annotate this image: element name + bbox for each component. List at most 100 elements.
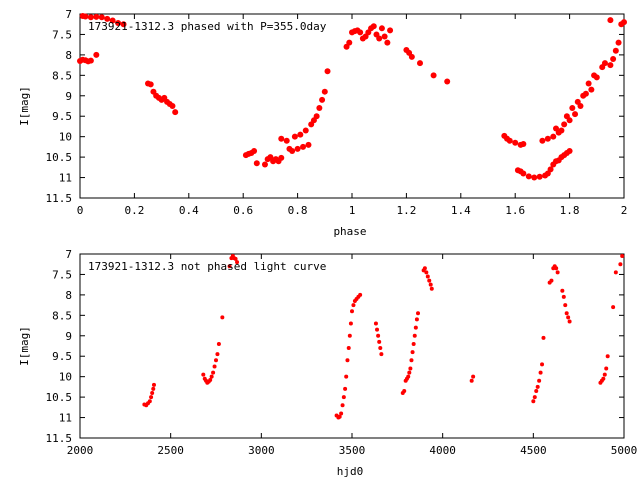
phased-data-point — [321, 88, 328, 95]
unphased-data-point — [344, 374, 349, 379]
phased-data-point — [547, 166, 554, 173]
phased-data-point — [520, 170, 527, 177]
phased-data-point — [87, 57, 94, 64]
unphased-data-point — [566, 315, 571, 320]
phased-data-point — [601, 60, 608, 67]
unphased-y-tick-label: 9.5 — [52, 350, 72, 363]
unphased-data-point — [379, 352, 384, 357]
unphased-data-point — [567, 319, 572, 324]
phased-panel: 0 0.2 0.4 0.6 0.8 1 1.2 1.4 1.6 1.8 2 7 7.5 8 8.5 9 9.5 1… — [18, 8, 627, 238]
phased-data-points — [77, 13, 627, 181]
unphased-data-point — [407, 370, 412, 375]
unphased-data-point — [209, 374, 214, 379]
unphased-data-point — [406, 374, 411, 379]
unphased-data-point — [601, 376, 606, 381]
unphased-x-tick-label: 2000 — [67, 444, 94, 457]
phased-data-point — [278, 135, 285, 142]
unphased-data-point — [563, 303, 568, 308]
phased-data-point — [566, 147, 573, 154]
unphased-data-point — [350, 309, 354, 314]
unphased-ticks: 2000 2500 3000 3500 4000 4500 5000 7 7.5 8 8.5 9 9.5… — [46, 248, 638, 457]
unphased-data-point — [560, 288, 565, 293]
phased-y-axis-label: I[mag] — [18, 86, 31, 126]
phased-data-point — [93, 13, 100, 20]
unphased-data-point — [233, 256, 238, 261]
phased-title: 173921-1312.3 phased with P=355.0day — [88, 20, 327, 33]
unphased-data-point — [212, 364, 217, 369]
phased-data-point — [87, 14, 94, 21]
unphased-data-point — [537, 378, 542, 383]
unphased-data-point — [564, 311, 569, 316]
unphased-data-point — [151, 386, 156, 391]
unphased-data-point — [427, 278, 432, 283]
phased-y-tick-label: 10 — [59, 131, 72, 144]
phased-data-point — [346, 39, 353, 46]
phased-data-point — [172, 109, 179, 116]
phased-data-point — [444, 78, 451, 85]
phased-x-tick-label: 0.4 — [179, 204, 199, 217]
unphased-data-point — [541, 335, 546, 340]
unphased-data-point — [540, 362, 545, 367]
unphased-data-point — [535, 384, 540, 389]
phased-x-tick-label: 1.2 — [396, 204, 416, 217]
phased-data-point — [376, 35, 383, 42]
phased-data-point — [585, 80, 592, 87]
unphased-data-point — [554, 266, 559, 271]
phased-data-point — [147, 81, 154, 88]
unphased-x-tick-label: 2500 — [157, 444, 184, 457]
phased-data-point — [408, 53, 415, 60]
phased-data-point — [572, 111, 579, 118]
phased-data-point — [525, 173, 532, 180]
unphased-data-point — [348, 321, 353, 326]
phased-data-point — [506, 137, 513, 144]
unphased-data-point — [214, 358, 218, 363]
unphased-data-point — [373, 321, 378, 326]
unphased-data-point — [555, 270, 560, 275]
phased-x-tick-label: 0.2 — [124, 204, 144, 217]
phased-y-tick-label: 11 — [59, 172, 72, 185]
unphased-data-point — [345, 358, 350, 363]
unphased-data-point — [378, 346, 383, 351]
unphased-data-point — [613, 270, 618, 275]
unphased-data-point — [149, 395, 154, 400]
phased-data-point — [566, 117, 573, 124]
phased-data-point — [300, 143, 307, 150]
phased-data-point — [291, 133, 298, 140]
unphased-data-point — [147, 399, 152, 404]
unphased-data-point — [375, 327, 380, 332]
unphased-y-tick-label: 8.5 — [52, 309, 72, 322]
unphased-data-point — [422, 266, 427, 271]
unphased-data-point — [611, 305, 616, 310]
phased-data-point — [550, 133, 557, 140]
phased-data-point — [283, 137, 290, 144]
phased-data-point — [297, 131, 304, 138]
phased-data-point — [109, 17, 116, 24]
unphased-data-point — [561, 294, 566, 299]
unphased-data-point — [346, 346, 351, 351]
phased-data-point — [316, 105, 323, 112]
unphased-data-point — [408, 366, 413, 371]
phased-data-point — [319, 96, 326, 103]
phased-data-point — [593, 74, 600, 81]
unphased-data-point — [235, 260, 240, 265]
unphased-data-point — [429, 286, 434, 291]
phased-data-point — [302, 127, 309, 134]
unphased-data-point — [604, 366, 609, 371]
phased-ticks: 0 0.2 0.4 0.6 0.8 1 1.2 1.4 1.6 1.8 2 7 7.5 8 8.5 9 9.5 1… — [46, 8, 628, 217]
unphased-data-point — [549, 278, 554, 283]
unphased-data-point — [471, 374, 476, 379]
phased-data-point — [384, 39, 391, 46]
unphased-data-point — [337, 414, 342, 419]
unphased-y-tick-label: 8 — [65, 289, 72, 302]
unphased-data-point — [620, 254, 625, 259]
unphased-x-tick-label: 5000 — [611, 444, 638, 457]
unphased-data-point — [531, 399, 536, 404]
phased-y-tick-label: 8.5 — [52, 69, 72, 82]
phased-y-tick-label: 7 — [65, 8, 72, 21]
phased-data-point — [607, 17, 614, 24]
phased-data-point — [610, 55, 617, 62]
unphased-data-point — [341, 395, 346, 400]
unphased-x-axis-label: hjd0 — [337, 465, 364, 478]
unphased-x-tick-label: 4000 — [429, 444, 456, 457]
